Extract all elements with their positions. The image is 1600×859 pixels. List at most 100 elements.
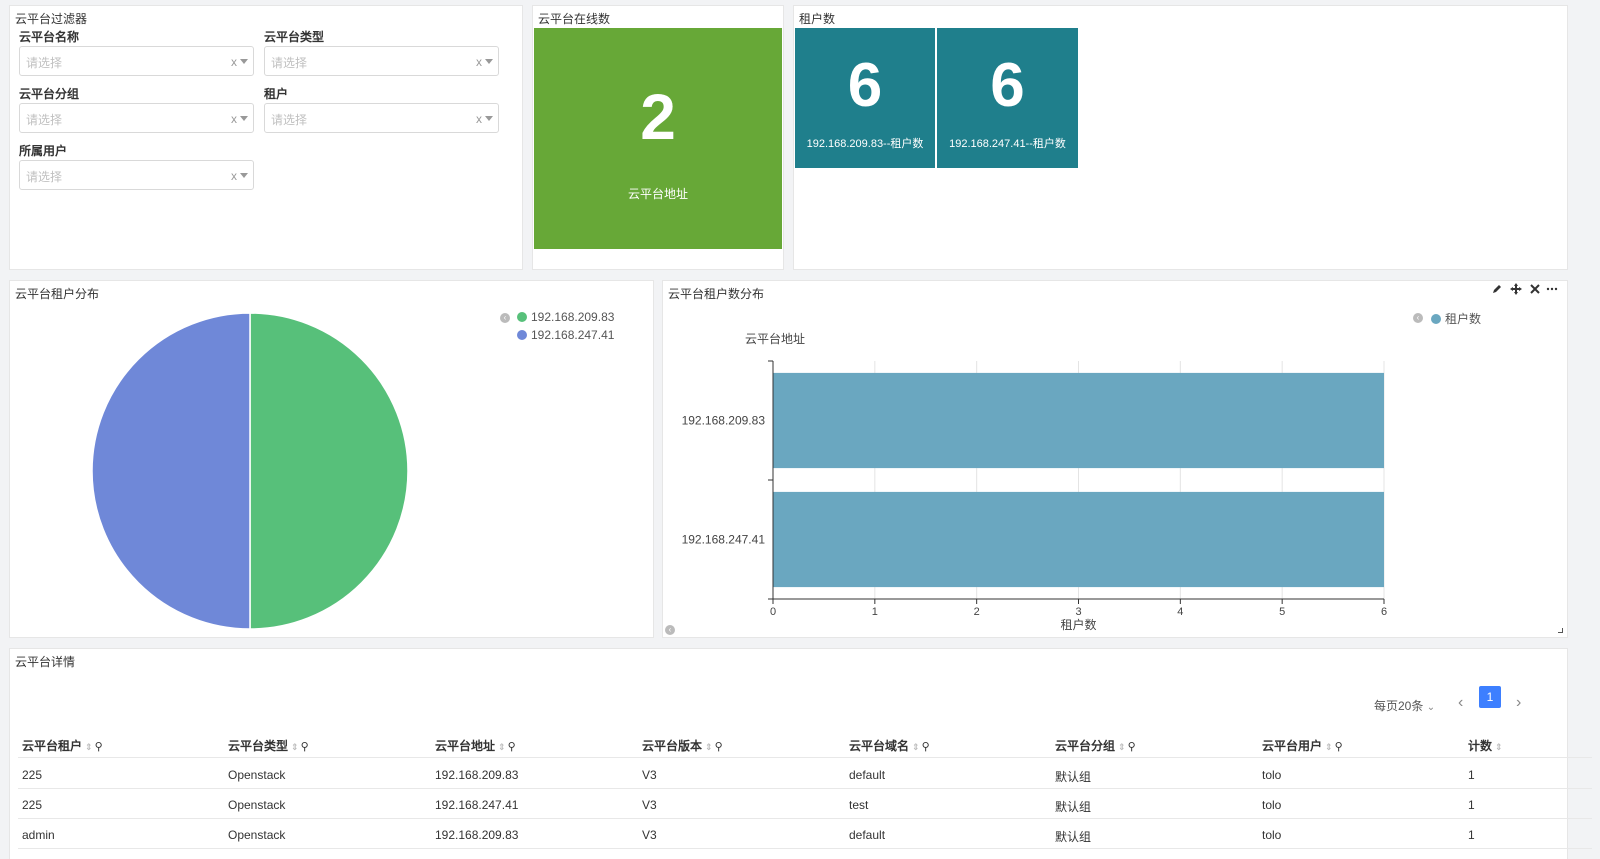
sort-icon[interactable]: ⇕: [1325, 742, 1333, 752]
table-cell: 1: [1468, 828, 1475, 842]
page-button-current[interactable]: 1: [1479, 686, 1501, 708]
search-icon[interactable]: ⚲: [94, 741, 103, 753]
tenants-panel: 租户数 6 192.168.209.83--租户数 6 192.168.247.…: [793, 5, 1568, 270]
table-cell: 192.168.247.41: [435, 798, 519, 812]
table-cell: 192.168.209.83: [435, 768, 519, 782]
search-icon[interactable]: ⚲: [921, 741, 930, 753]
legend-label: 192.168.209.83: [531, 310, 615, 324]
resize-handle-icon[interactable]: [1558, 628, 1563, 633]
column-header[interactable]: 云平台分组 ⇕ ⚲: [1055, 739, 1136, 753]
chevron-down-icon[interactable]: [240, 59, 248, 64]
tenant-tile: 6 192.168.209.83--租户数: [795, 28, 935, 168]
select-placeholder: 请选择: [271, 113, 308, 127]
sort-icon[interactable]: ⇕: [705, 742, 713, 752]
column-header[interactable]: 云平台域名 ⇕ ⚲: [849, 739, 930, 753]
x-tick-label: 6: [1381, 606, 1387, 618]
chevron-down-icon[interactable]: [240, 173, 248, 178]
row-divider: [18, 848, 1592, 849]
tenants-panel-title: 租户数: [799, 12, 836, 26]
select-placeholder: 请选择: [271, 56, 308, 70]
table-cell: Openstack: [228, 828, 286, 842]
table-cell: 1: [1468, 768, 1475, 782]
prev-page-button[interactable]: ‹: [1458, 694, 1464, 711]
online-panel: 云平台在线数 2 云平台地址: [532, 5, 784, 270]
tenant-select[interactable]: 请选择 x: [264, 103, 499, 133]
legend-prev-icon[interactable]: ‹: [1413, 313, 1423, 323]
search-icon[interactable]: ⚲: [507, 741, 516, 753]
bar-chart: 云平台地址 0 1 2 3 4 5 6 192.168.209.83 192.168.247.41…: [682, 331, 1387, 632]
move-icon[interactable]: [1510, 283, 1522, 295]
sort-icon[interactable]: ⇕: [498, 742, 506, 752]
chevron-down-icon[interactable]: [485, 116, 493, 121]
chevron-down-icon[interactable]: [485, 59, 493, 64]
platform-group-select[interactable]: 请选择 x: [19, 103, 254, 133]
pie-legend-item[interactable]: 192.168.209.83: [517, 310, 614, 324]
sort-icon[interactable]: ⇕: [1118, 742, 1126, 752]
table-cell: tolo: [1262, 828, 1282, 842]
table-cell: default: [849, 768, 886, 782]
legend-dot: [517, 312, 527, 322]
next-page-button[interactable]: ›: [1516, 694, 1522, 711]
sort-icon[interactable]: ⇕: [85, 742, 93, 752]
chevron-down-icon: ⌄: [1426, 702, 1436, 713]
search-icon[interactable]: ⚲: [1334, 741, 1343, 753]
clear-icon[interactable]: x: [476, 112, 482, 126]
column-header[interactable]: 云平台租户 ⇕ ⚲: [22, 739, 103, 753]
pencil-icon[interactable]: [1491, 283, 1503, 295]
row-divider: [18, 788, 1592, 789]
scroll-toggle-icon[interactable]: ‹: [665, 625, 675, 635]
bar[interactable]: [773, 372, 1384, 469]
sort-icon[interactable]: ⇕: [1495, 742, 1503, 752]
page-size-label: 每页20条: [1374, 699, 1424, 713]
details-panel-title: 云平台详情: [15, 655, 76, 669]
clear-icon[interactable]: x: [231, 169, 237, 183]
filter-label-owner: 所属用户: [19, 144, 68, 158]
x-tick-label: 0: [770, 606, 776, 618]
clear-icon[interactable]: x: [231, 112, 237, 126]
filter-label-platform-group: 云平台分组: [19, 87, 80, 101]
column-header[interactable]: 云平台版本 ⇕ ⚲: [642, 739, 723, 753]
legend-dot: [517, 330, 527, 340]
table-cell: V3: [642, 798, 657, 812]
pie-panel-title: 云平台租户分布: [15, 287, 100, 301]
tenant-tile-value: 6: [847, 51, 883, 120]
column-header[interactable]: 云平台地址 ⇕ ⚲: [435, 739, 516, 753]
table-cell: default: [849, 828, 886, 842]
filter-label-tenant: 租户: [264, 87, 289, 101]
legend-prev-icon[interactable]: ‹: [500, 313, 510, 323]
search-icon[interactable]: ⚲: [300, 741, 309, 753]
close-icon[interactable]: [1529, 283, 1541, 295]
table-cell: test: [849, 798, 869, 812]
y-axis-title: 云平台地址: [745, 331, 805, 346]
chevron-down-icon[interactable]: [240, 116, 248, 121]
sort-icon[interactable]: ⇕: [291, 742, 299, 752]
bar-panel-title: 云平台租户数分布: [668, 287, 765, 301]
details-panel: 云平台详情: [9, 648, 1568, 859]
more-icon[interactable]: [1546, 283, 1558, 295]
column-header[interactable]: 云平台用户 ⇕ ⚲: [1262, 739, 1343, 753]
row-divider: [18, 818, 1592, 819]
table-cell: tolo: [1262, 768, 1282, 782]
owner-select[interactable]: 请选择 x: [19, 160, 254, 190]
pie-legend-item[interactable]: 192.168.247.41: [517, 328, 614, 342]
pie-slice[interactable]: [249, 312, 409, 630]
header-divider: [18, 757, 1592, 758]
table-cell: 225: [22, 768, 43, 782]
filter-panel-title: 云平台过滤器: [15, 12, 88, 26]
column-header[interactable]: 云平台类型 ⇕ ⚲: [228, 739, 309, 753]
online-panel-title: 云平台在线数: [538, 12, 611, 26]
platform-name-select[interactable]: 请选择 x: [19, 46, 254, 76]
bar[interactable]: [773, 491, 1384, 588]
sort-icon[interactable]: ⇕: [912, 742, 920, 752]
table-cell: tolo: [1262, 798, 1282, 812]
search-icon[interactable]: ⚲: [1127, 741, 1136, 753]
search-icon[interactable]: ⚲: [714, 741, 723, 753]
platform-type-select[interactable]: 请选择 x: [264, 46, 499, 76]
clear-icon[interactable]: x: [476, 55, 482, 69]
clear-icon[interactable]: x: [231, 55, 237, 69]
table-cell: 225: [22, 798, 43, 812]
column-header[interactable]: 计数 ⇕: [1468, 739, 1503, 753]
bar-legend-item[interactable]: 租户数: [1431, 310, 1481, 327]
page-size-select[interactable]: 每页20条 ⌄: [1374, 697, 1435, 714]
pie-slice[interactable]: [91, 312, 251, 630]
